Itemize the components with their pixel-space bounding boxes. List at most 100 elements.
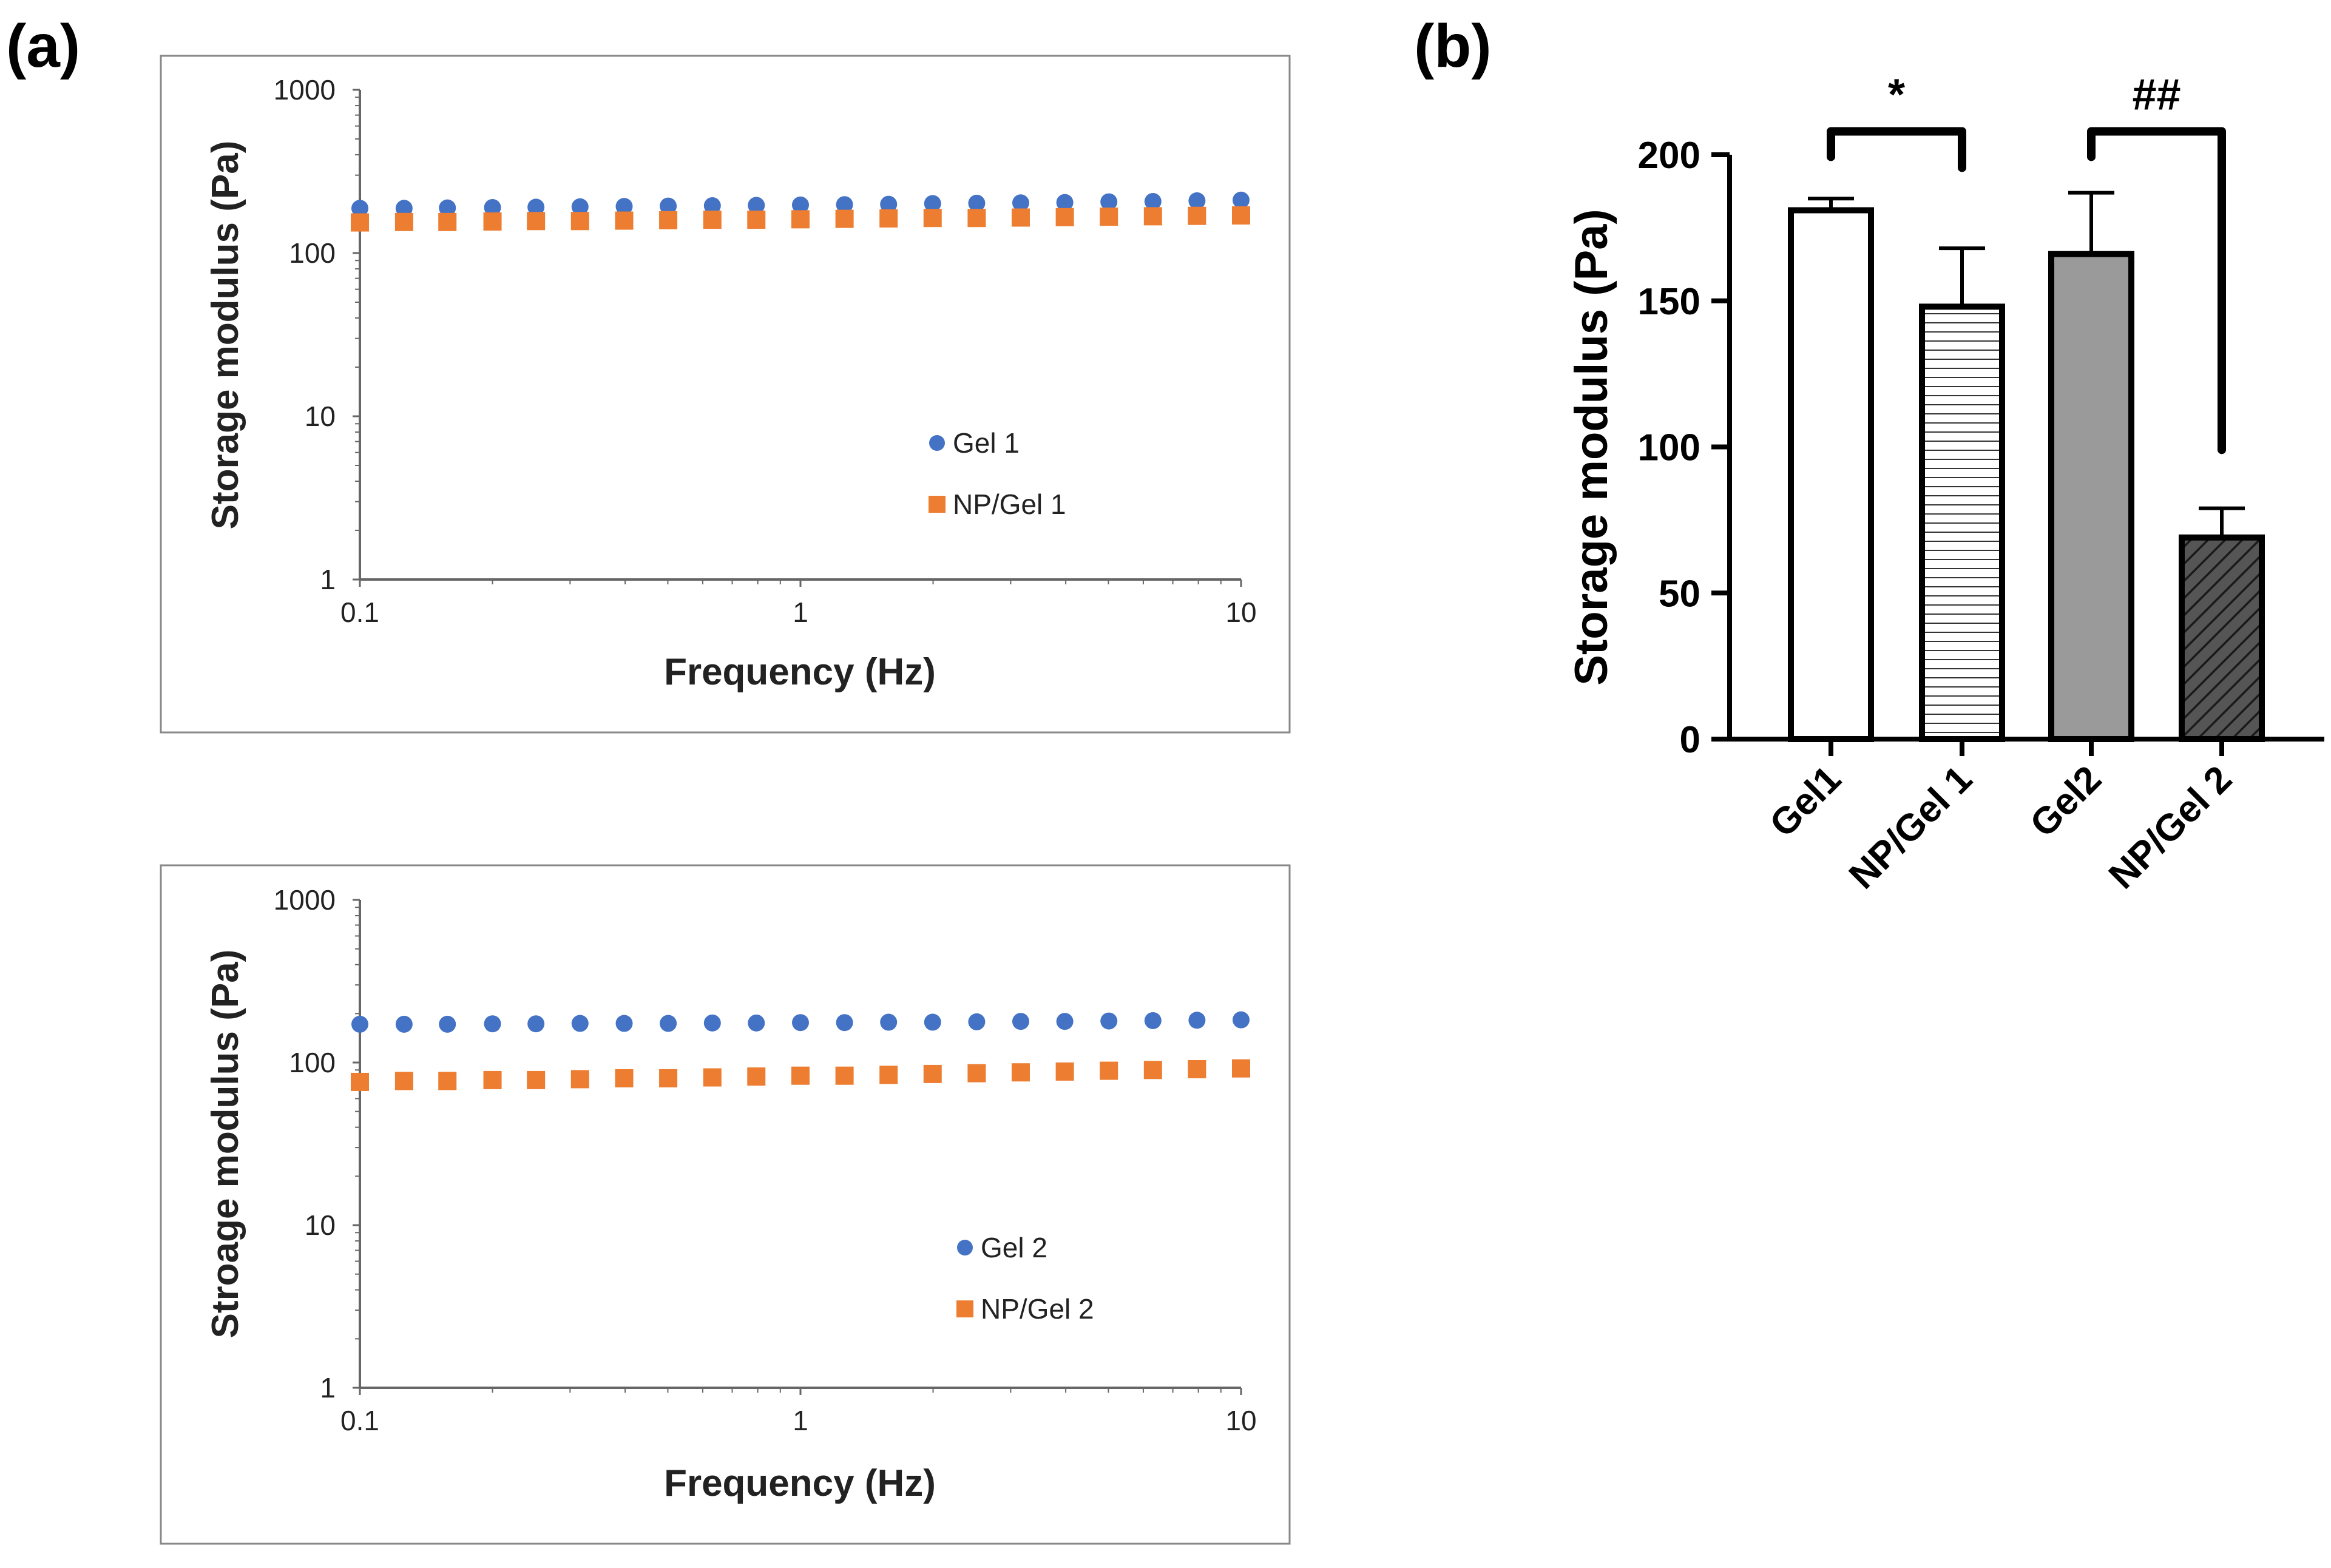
point-gel-1 [1144, 193, 1162, 211]
significance-label: * [1888, 70, 1905, 119]
point-np-gel-2 [747, 1067, 766, 1086]
point-gel-1 [660, 197, 677, 215]
b-y-tick-label: 150 [1638, 281, 1700, 323]
point-gel-1 [615, 198, 633, 215]
point-gel-1 [1100, 193, 1118, 211]
point-np-gel-1 [791, 210, 810, 229]
point-gel-1 [439, 199, 456, 217]
point-np-gel-2 [835, 1066, 854, 1085]
point-gel-2 [748, 1014, 765, 1032]
y-tick-label: 100 [289, 1047, 336, 1078]
point-np-gel-2 [438, 1072, 457, 1090]
significance-bracket [2087, 127, 2226, 455]
point-gel-2 [968, 1013, 986, 1030]
chart-a2-ylabel: Stroage modulus (Pa) [205, 950, 246, 1339]
point-gel-2 [395, 1015, 413, 1033]
legend-gel1-marker [929, 435, 945, 451]
point-gel-2 [1188, 1012, 1206, 1029]
y-tick-label: 1000 [274, 74, 336, 106]
point-gel-2 [660, 1015, 677, 1032]
point-np-gel-1 [967, 209, 986, 228]
point-np-gel-1 [659, 211, 678, 229]
point-np-gel-2 [1143, 1061, 1162, 1080]
chart-a1-xlabel: Frequency (Hz) [664, 651, 936, 693]
point-gel-1 [748, 197, 765, 214]
legend-np-gel1-label: NP/Gel 1 [953, 488, 1066, 520]
point-np-gel-2 [483, 1070, 502, 1089]
point-np-gel-2 [1100, 1061, 1118, 1080]
point-gel-1 [1012, 194, 1029, 212]
point-np-gel-1 [1011, 208, 1030, 227]
point-np-gel-1 [879, 209, 898, 228]
point-np-gel-1 [483, 212, 502, 231]
chart-a1-frame [160, 55, 1291, 734]
point-gel-2 [571, 1015, 589, 1032]
b-x-tick-label: Gel1 [1762, 758, 1849, 845]
point-gel-1 [351, 200, 368, 217]
point-np-gel-2 [570, 1070, 589, 1089]
point-gel-2 [351, 1015, 368, 1033]
point-np-gel-2 [659, 1069, 678, 1087]
point-gel-1 [1233, 191, 1250, 209]
point-np-gel-2 [879, 1066, 898, 1084]
bar-np-gel-1 [1919, 303, 2005, 742]
point-gel-2 [1012, 1013, 1029, 1030]
x-tick-label: 10 [1225, 1405, 1256, 1436]
point-gel-2 [527, 1015, 545, 1033]
b-y-tick-label: 200 [1638, 135, 1700, 177]
point-gel-1 [836, 196, 853, 214]
point-np-gel-2 [1011, 1063, 1030, 1082]
point-np-gel-1 [527, 212, 546, 231]
b-y-tick-label: 100 [1638, 427, 1700, 469]
x-tick-label: 0.1 [340, 596, 379, 628]
y-tick-label: 1 [320, 1372, 336, 1404]
point-gel-1 [880, 195, 898, 213]
b-x-tick-label: Gel2 [2022, 758, 2109, 845]
chart-a2-xlabel: Frequency (Hz) [664, 1462, 936, 1504]
point-np-gel-1 [1188, 206, 1206, 225]
point-np-gel-2 [703, 1068, 722, 1087]
point-np-gel-2 [527, 1070, 546, 1089]
point-np-gel-1 [615, 211, 634, 230]
point-np-gel-1 [923, 209, 942, 228]
point-np-gel-1 [703, 211, 722, 229]
x-tick-label: 1 [793, 1405, 808, 1436]
b-y-tick-label: 0 [1680, 719, 1700, 761]
x-tick-label: 0.1 [340, 1405, 379, 1436]
y-tick-label: 1 [320, 564, 336, 595]
point-gel-2 [880, 1013, 898, 1031]
bar-gel2 [2048, 251, 2134, 742]
y-tick-label: 100 [289, 237, 336, 269]
legend-np-gel2-marker [956, 1300, 973, 1317]
legend-gel1-label: Gel 1 [953, 427, 1020, 459]
legend-np-gel1-marker [929, 496, 946, 513]
b-y-tick-label: 50 [1659, 573, 1700, 615]
point-np-gel-1 [747, 211, 766, 229]
point-np-gel-1 [1055, 208, 1074, 226]
point-np-gel-2 [1232, 1059, 1250, 1078]
point-gel-1 [792, 196, 809, 214]
b-x-tick-label: NP/Gel 1 [1841, 758, 1980, 897]
point-gel-2 [924, 1013, 941, 1031]
point-gel-2 [615, 1015, 633, 1032]
x-tick-label: 1 [793, 596, 808, 628]
point-np-gel-2 [351, 1072, 369, 1091]
point-gel-2 [703, 1014, 721, 1032]
point-gel-1 [924, 195, 941, 212]
point-gel-1 [1188, 192, 1206, 209]
point-gel-1 [968, 194, 986, 212]
point-np-gel-1 [1100, 208, 1118, 226]
point-gel-2 [1100, 1012, 1118, 1030]
point-gel-1 [395, 200, 413, 217]
point-np-gel-2 [1188, 1059, 1206, 1078]
point-np-gel-2 [791, 1066, 810, 1085]
bar-np-gel-2 [2179, 534, 2265, 742]
b-x-tick-label: NP/Gel 2 [2101, 758, 2240, 897]
point-np-gel-1 [351, 213, 369, 232]
y-tick-label: 1000 [274, 884, 336, 916]
point-np-gel-2 [615, 1069, 634, 1087]
chart-a1-ylabel: Storage modulus (Pa) [205, 141, 246, 530]
